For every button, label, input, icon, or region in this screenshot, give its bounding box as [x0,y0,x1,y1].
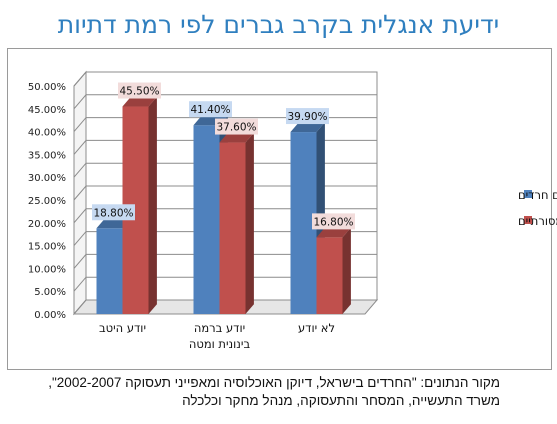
bar-top [96,218,131,229]
bar [219,142,246,314]
gridline [73,276,377,292]
x-tick-label: יודע היטב [99,321,146,335]
data-label: 39.90% [287,111,327,123]
y-tick-label: 25.00% [28,196,66,207]
y-tick-label: 35.00% [28,150,66,161]
gridline [73,162,377,178]
y-tick-label: 10.00% [28,264,66,275]
gridline [73,139,377,155]
data-label: 18.80% [93,207,133,219]
bar-side [342,227,351,314]
gridline [73,117,377,132]
x-tick-label: יודע ברמה [194,321,245,335]
source-line-2: משרד התעשייה, המסחר והתעסוקה, מנהל מחקר … [182,393,500,408]
y-tick-label: 20.00% [28,219,66,230]
data-label-box [215,118,258,135]
gridline [73,94,377,110]
data-label: 16.80% [313,216,353,228]
y-tick-label: 30.00% [28,173,66,184]
data-label: 41.40% [190,104,230,116]
legend-label: גברים חרדים [518,188,557,202]
data-label: 45.50% [119,86,159,98]
source-line-1: מקור הנתונים: "החרדים בישראל, דיוקן האוכ… [48,375,500,390]
y-tick-label: 0.00% [34,310,66,321]
bar-top [316,227,351,238]
gridline [73,71,377,87]
data-label-box [189,101,232,118]
source-note: מקור הנתונים: "החרדים בישראל, דיוקן האוכ… [0,374,500,410]
bar [316,237,343,314]
bar-top [122,96,157,107]
data-label-box [118,82,161,99]
x-tick-label: בינונית ומטה [189,337,251,351]
bar-side [148,96,157,314]
y-tick-label: 15.00% [28,242,66,253]
bar-side [245,132,254,314]
legend-swatch [524,216,532,224]
data-label: 37.60% [216,122,256,134]
bar-top [290,122,325,133]
gridline [73,185,377,201]
y-tick-label: 40.00% [28,128,66,139]
bar [193,125,220,314]
chart-title: ידיעת אנגלית בקרב גברים לפי רמת דתיות [57,10,500,39]
y-tick-label: 45.00% [28,105,66,116]
x-tick-label: לא יודע [298,321,335,335]
y-tick-label: 5.00% [34,287,66,298]
legend-swatch [524,190,532,198]
gridline [73,299,377,315]
bar-top [219,132,254,143]
data-label-box [92,204,135,221]
gridline [73,208,377,224]
data-label-box [286,108,329,125]
y-tick-label: 50.00% [28,82,66,93]
legend-label: גברים חילונים ומסורתיים [518,214,557,228]
gridline [73,231,377,246]
gridline [73,253,377,269]
bar [96,228,123,314]
data-label-box [312,213,355,230]
